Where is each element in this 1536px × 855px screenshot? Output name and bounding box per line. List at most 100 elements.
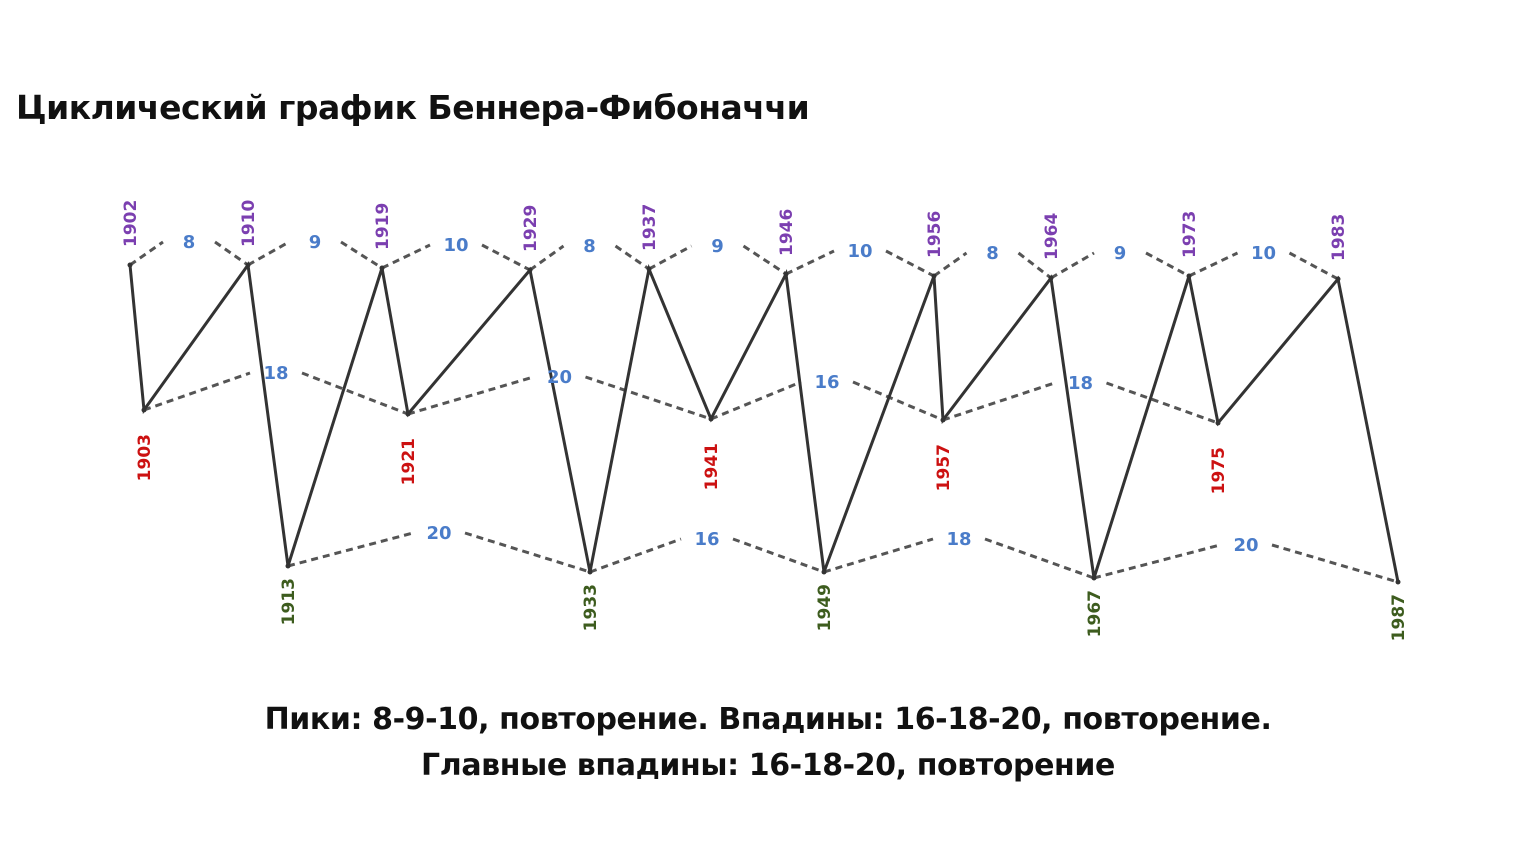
- trough-dashed-segment: [852, 380, 944, 422]
- year-label-1964: 1964: [1042, 213, 1062, 260]
- peak-interval-label: 8: [583, 236, 596, 257]
- interval-dashed-lines: [129, 240, 1399, 584]
- cycle-point-1903: [141, 407, 147, 413]
- peak-interval-label: 9: [1114, 243, 1127, 264]
- cycle-point-markers: [127, 262, 1401, 585]
- major-trough-interval-label: 18: [946, 529, 971, 550]
- cycle-main-line: [128, 261, 1400, 583]
- peak-interval-label: 8: [183, 232, 196, 253]
- major-trough-dashed-segment: [984, 537, 1095, 580]
- cycle-point-1975: [1215, 420, 1221, 426]
- cycle-point-1946: [783, 271, 789, 277]
- year-label-1921: 1921: [399, 438, 419, 485]
- trough-dashed-segment: [585, 375, 712, 421]
- major-trough-dashed-segment: [823, 537, 934, 574]
- major-trough-interval-label: 20: [1233, 535, 1258, 556]
- trough-dashed-segment: [942, 381, 1055, 422]
- peak-interval-label: 10: [847, 241, 872, 262]
- peak-dashed-segment: [381, 243, 431, 270]
- caption-line-2: Главные впадины: 16-18-20, повторение: [421, 748, 1115, 783]
- year-label-1973: 1973: [1180, 211, 1200, 258]
- peak-dashed-segment: [129, 240, 164, 267]
- peak-interval-label: 8: [986, 243, 999, 264]
- year-label-1919: 1919: [373, 203, 393, 250]
- year-label-1941: 1941: [702, 443, 722, 490]
- interval-labels: 8 9 10 8 9 10 8 9 10 18 20 16 18 20 16 18 20: [183, 232, 1276, 556]
- cycle-point-1983: [1335, 276, 1341, 282]
- year-label-1956: 1956: [925, 211, 945, 258]
- trough-dashed-segment: [1105, 381, 1219, 425]
- year-label-1933: 1933: [581, 584, 601, 631]
- peak-dashed-segment: [247, 240, 290, 267]
- peak-dashed-segment: [529, 244, 565, 272]
- major-trough-interval-label: 16: [694, 529, 719, 550]
- cycle-point-1967: [1091, 575, 1097, 581]
- year-label-1902: 1902: [121, 200, 141, 247]
- trough-dashed-segment: [301, 371, 409, 416]
- peak-dashed-segment: [214, 240, 249, 267]
- year-label-1903: 1903: [135, 434, 155, 481]
- cycle-point-1902: [127, 262, 133, 268]
- year-label-1975: 1975: [1209, 447, 1229, 494]
- peak-dashed-segment: [885, 249, 935, 278]
- peak-interval-label: 10: [1251, 243, 1276, 264]
- peak-dashed-segment: [481, 243, 531, 272]
- year-label-1949: 1949: [815, 584, 835, 631]
- peak-dashed-segment: [742, 244, 787, 276]
- cycle-point-1949: [821, 569, 827, 575]
- peak-dashed-segment: [1145, 251, 1190, 278]
- major-trough-dashed-segment: [1093, 543, 1221, 580]
- cycle-point-1910: [245, 262, 251, 268]
- year-label-1946: 1946: [777, 209, 797, 256]
- year-label-1983: 1983: [1329, 214, 1349, 261]
- peak-dashed-segment: [614, 244, 650, 271]
- year-label-1967: 1967: [1085, 590, 1105, 637]
- trough-interval-label: 16: [814, 372, 839, 393]
- year-label-1913: 1913: [279, 578, 299, 625]
- peak-interval-label: 9: [711, 236, 724, 257]
- cycle-point-1919: [379, 265, 385, 271]
- peak-dashed-segment: [340, 240, 383, 270]
- cycle-point-1956: [931, 273, 937, 279]
- peak-dashed-segment: [648, 244, 693, 271]
- year-label-1910: 1910: [239, 200, 259, 247]
- peak-dashed-segment: [1188, 251, 1239, 278]
- trough-interval-label: 18: [1068, 373, 1093, 394]
- cycle-point-1964: [1048, 275, 1054, 281]
- cycle-point-1937: [646, 266, 652, 272]
- peak-interval-label: 10: [443, 235, 468, 256]
- caption-line-1: Пики: 8-9-10, повторение. Впадины: 16-18…: [264, 702, 1272, 737]
- year-label-1987: 1987: [1389, 594, 1409, 641]
- trough-dashed-segment: [407, 375, 534, 416]
- cycle-point-1941: [708, 416, 714, 422]
- benner-cycle-chart: 8 9 10 8 9 10 8 9 10 18 20 16 18 20 16 18 20 1902 1903 191…: [121, 200, 1409, 642]
- trough-interval-label: 18: [263, 363, 288, 384]
- cycle-point-1987: [1395, 579, 1401, 585]
- page-title: Циклический график Беннера-Фибоначчи: [16, 88, 810, 127]
- year-label-1929: 1929: [521, 205, 541, 252]
- year-label-1957: 1957: [934, 444, 954, 491]
- cycle-point-1957: [940, 417, 946, 423]
- year-label-1937: 1937: [640, 204, 660, 251]
- cycle-point-1921: [405, 411, 411, 417]
- cycle-point-1933: [587, 569, 593, 575]
- peak-interval-label: 9: [309, 232, 322, 253]
- trough-interval-label: 20: [547, 367, 572, 388]
- peak-dashed-segment: [1288, 251, 1339, 281]
- major-trough-dashed-segment: [287, 531, 414, 568]
- major-trough-dashed-segment: [732, 537, 825, 574]
- year-labels: 1902 1903 1910 1913 1919 1921 1929 1933 1937 1941…: [121, 200, 1409, 642]
- cycle-line: [128, 261, 1400, 583]
- peak-dashed-segment: [785, 249, 835, 276]
- cycle-point-1973: [1186, 273, 1192, 279]
- trough-dashed-segment: [710, 380, 802, 421]
- peak-dashed-segment: [1017, 251, 1052, 280]
- cycle-point-1913: [285, 563, 291, 569]
- peak-dashed-segment: [933, 251, 968, 278]
- major-trough-dashed-segment: [1271, 543, 1399, 584]
- trough-dashed-segment: [143, 371, 251, 412]
- cycle-point-1929: [527, 267, 533, 273]
- major-trough-dashed-segment: [589, 537, 682, 574]
- major-trough-dashed-segment: [464, 531, 591, 574]
- peak-dashed-segment: [1050, 251, 1095, 280]
